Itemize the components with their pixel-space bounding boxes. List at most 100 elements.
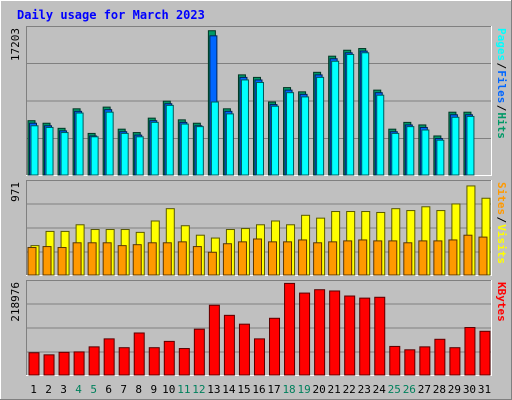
x-tick-label-day-25: 25 (388, 383, 401, 396)
bar-kbytes-day-27 (419, 346, 431, 376)
x-tick-label-day-3: 3 (60, 383, 67, 396)
x-axis-labels: 1 2 3 4 5 6 7 8 9 10 11 12 13 14 15 16 17 18 19 20 21 22 23 24 2… (30, 383, 491, 396)
x-tick-label-day-18: 18 (282, 383, 295, 396)
bar-kbytes-day-6 (103, 338, 115, 376)
bar-sites-day-27 (418, 240, 428, 276)
bar-sites-day-11 (177, 241, 187, 276)
bar-kbytes-day-19 (299, 292, 311, 376)
bar-sites-day-20 (313, 242, 323, 276)
bar-pages-day-7 (120, 132, 129, 176)
x-tick-label-day-1: 1 (30, 383, 37, 396)
bar-sites-day-18 (283, 241, 293, 276)
bar-kbytes-day-12 (193, 328, 205, 376)
bar-pages-day-15 (240, 79, 249, 176)
bar-pages-day-19 (301, 96, 310, 176)
bar-kbytes-day-5 (88, 346, 100, 376)
bar-kbytes-day-21 (329, 290, 341, 376)
bar-sites-day-29 (448, 239, 458, 276)
legend-separator: / (495, 105, 508, 112)
x-tick-label-day-8: 8 (135, 383, 142, 396)
x-tick-label-day-13: 13 (207, 383, 220, 396)
x-tick-label-day-17: 17 (267, 383, 280, 396)
bar-pages-day-21 (331, 60, 340, 176)
bar-pages-day-26 (406, 126, 415, 176)
bar-sites-day-9 (147, 242, 157, 276)
bar-kbytes-day-1 (28, 352, 40, 376)
x-tick-label-day-22: 22 (343, 383, 356, 396)
x-tick-label-day-19: 19 (297, 383, 310, 396)
y-axis-max-label: 971 (9, 182, 22, 202)
x-tick-label-day-11: 11 (177, 383, 190, 396)
bar-pages-day-10 (165, 104, 174, 176)
bar-pages-day-23 (361, 52, 370, 176)
x-tick-label-day-9: 9 (150, 383, 157, 396)
bar-sites-day-1 (27, 247, 37, 276)
bar-sites-day-16 (252, 238, 262, 276)
legend-label-hits: Hits (495, 112, 508, 138)
bar-pages-day-5 (90, 136, 99, 176)
bar-kbytes-day-15 (238, 323, 250, 376)
bar-pages-day-20 (316, 76, 325, 176)
bar-pages-day-13 (210, 101, 219, 176)
bar-kbytes-day-11 (178, 348, 190, 376)
legend-separator: / (495, 63, 508, 70)
y-axis-max-label: 17203 (9, 28, 22, 61)
bar-sites-day-26 (403, 242, 413, 276)
legend-label-sites: Sites (495, 182, 508, 215)
bar-pages-day-1 (30, 125, 39, 176)
bar-pages-day-6 (105, 111, 114, 176)
bar-kbytes-day-18 (284, 282, 296, 376)
bar-kbytes-day-26 (404, 349, 416, 376)
bar-sites-day-19 (298, 239, 308, 276)
bar-sites-day-10 (162, 242, 172, 276)
x-tick-label-day-27: 27 (418, 383, 431, 396)
x-tick-label-day-4: 4 (75, 383, 82, 396)
bar-kbytes-day-30 (464, 327, 476, 376)
legend-label-pages: Pages (495, 28, 508, 61)
x-tick-label-day-23: 23 (358, 383, 371, 396)
y-axis-max-label: 218976 (9, 282, 22, 322)
x-tick-label-day-7: 7 (120, 383, 127, 396)
legend-label-kbytes: KBytes (495, 282, 508, 322)
bar-pages-day-18 (286, 92, 295, 176)
bar-sites-day-14 (222, 243, 232, 276)
x-tick-label-day-20: 20 (313, 383, 326, 396)
bar-sites-day-8 (132, 244, 142, 276)
x-tick-label-day-5: 5 (90, 383, 97, 396)
chart-title: Daily usage for March 2023 (17, 8, 205, 22)
bar-sites-day-2 (42, 246, 52, 276)
panel-bottom: 218976 KBytes (9, 280, 508, 376)
bar-kbytes-day-31 (479, 330, 491, 376)
x-tick-label-day-16: 16 (252, 383, 265, 396)
x-tick-label-day-12: 12 (192, 383, 205, 396)
bar-kbytes-day-22 (344, 295, 356, 376)
bar-sites-day-25 (388, 240, 398, 276)
legend-label-visits: Visits (495, 224, 508, 264)
bar-pages-day-17 (271, 105, 280, 176)
bar-kbytes-day-7 (118, 347, 130, 376)
x-tick-label-day-28: 28 (433, 383, 446, 396)
bar-sites-day-30 (463, 234, 473, 276)
bar-pages-day-22 (346, 53, 355, 176)
x-tick-label-day-26: 26 (403, 383, 416, 396)
bar-kbytes-day-4 (73, 351, 85, 376)
bar-kbytes-day-28 (434, 338, 446, 376)
bar-pages-day-14 (225, 113, 234, 176)
bar-sites-day-21 (328, 241, 338, 276)
bar-sites-day-31 (478, 236, 488, 276)
bar-sites-day-12 (192, 246, 202, 276)
bar-pages-day-4 (75, 112, 84, 176)
x-tick-label-day-6: 6 (105, 383, 112, 396)
bar-pages-day-30 (466, 115, 475, 176)
bar-kbytes-day-3 (58, 351, 70, 376)
bar-pages-day-16 (255, 81, 264, 176)
bar-kbytes-day-16 (253, 338, 265, 376)
x-tick-label-day-29: 29 (448, 383, 461, 396)
bar-kbytes-day-23 (359, 297, 371, 376)
bar-sites-day-5 (87, 242, 97, 276)
bar-pages-day-12 (195, 126, 204, 176)
bar-sites-day-23 (358, 239, 368, 276)
bar-pages-day-11 (180, 123, 189, 176)
bar-kbytes-day-24 (374, 296, 386, 376)
